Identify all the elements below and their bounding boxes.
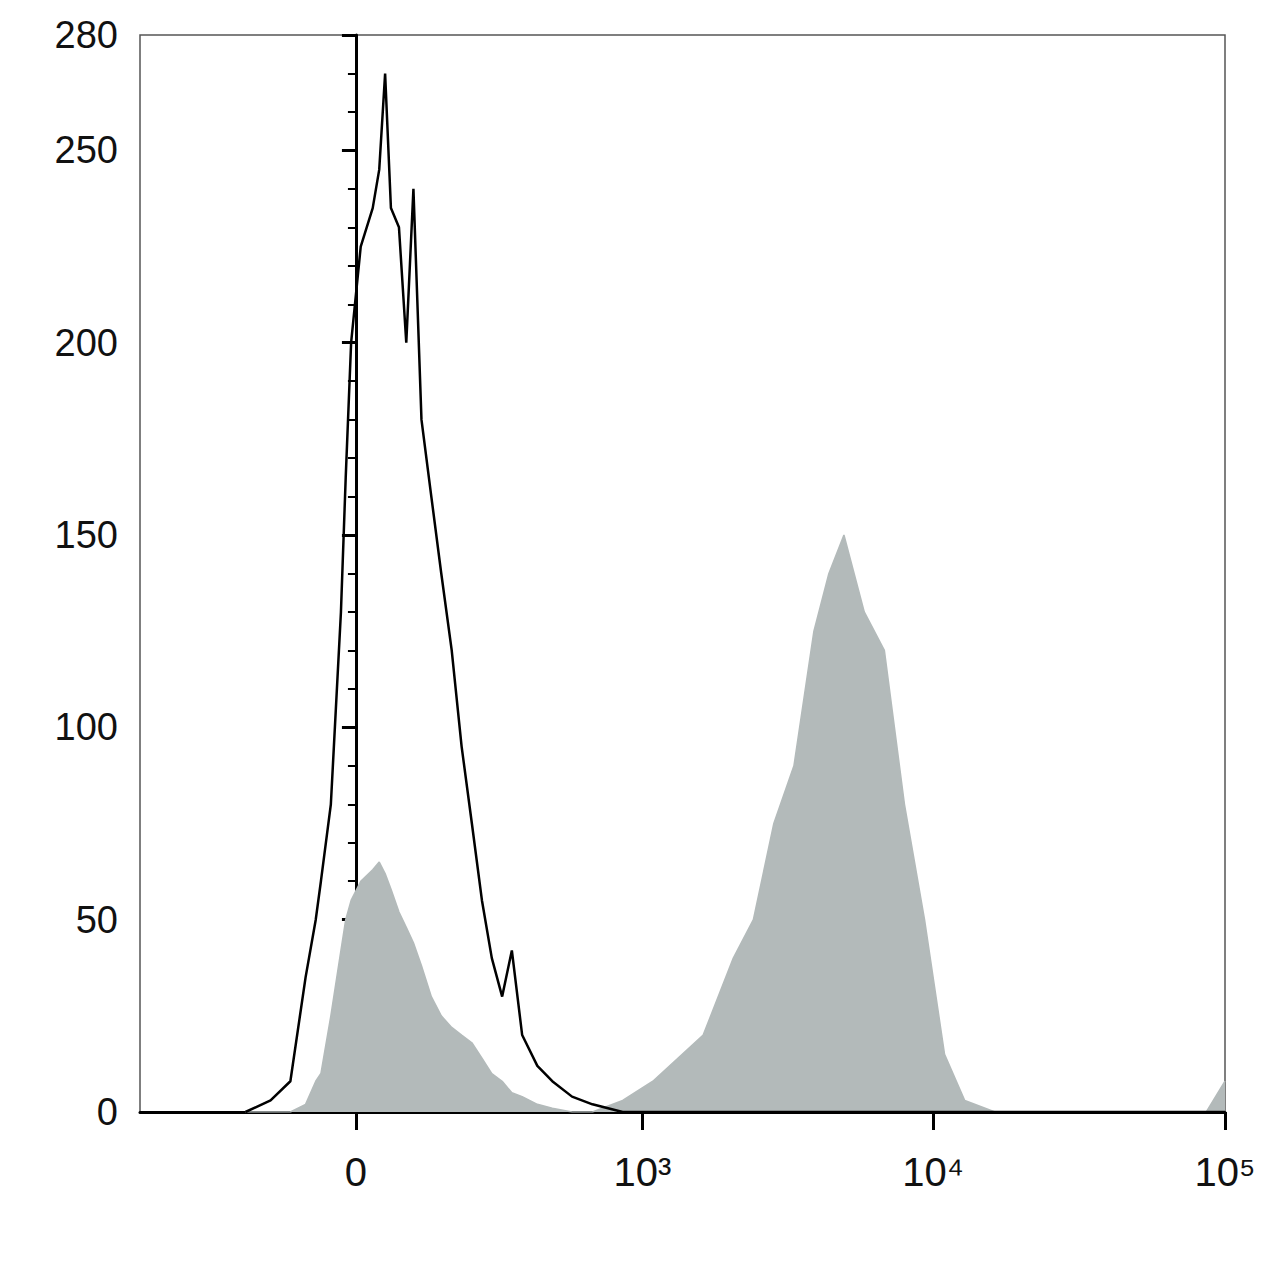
- svg-text:0: 0: [345, 1150, 367, 1194]
- svg-text:10³: 10³: [614, 1150, 672, 1194]
- svg-text:100: 100: [55, 706, 118, 748]
- svg-text:0: 0: [97, 1091, 118, 1133]
- svg-text:50: 50: [76, 899, 118, 941]
- svg-text:250: 250: [55, 129, 118, 171]
- svg-text:150: 150: [55, 514, 118, 556]
- svg-text:200: 200: [55, 322, 118, 364]
- svg-text:10⁴: 10⁴: [902, 1150, 964, 1194]
- svg-text:280: 280: [55, 14, 118, 56]
- svg-text:10⁵: 10⁵: [1194, 1150, 1255, 1194]
